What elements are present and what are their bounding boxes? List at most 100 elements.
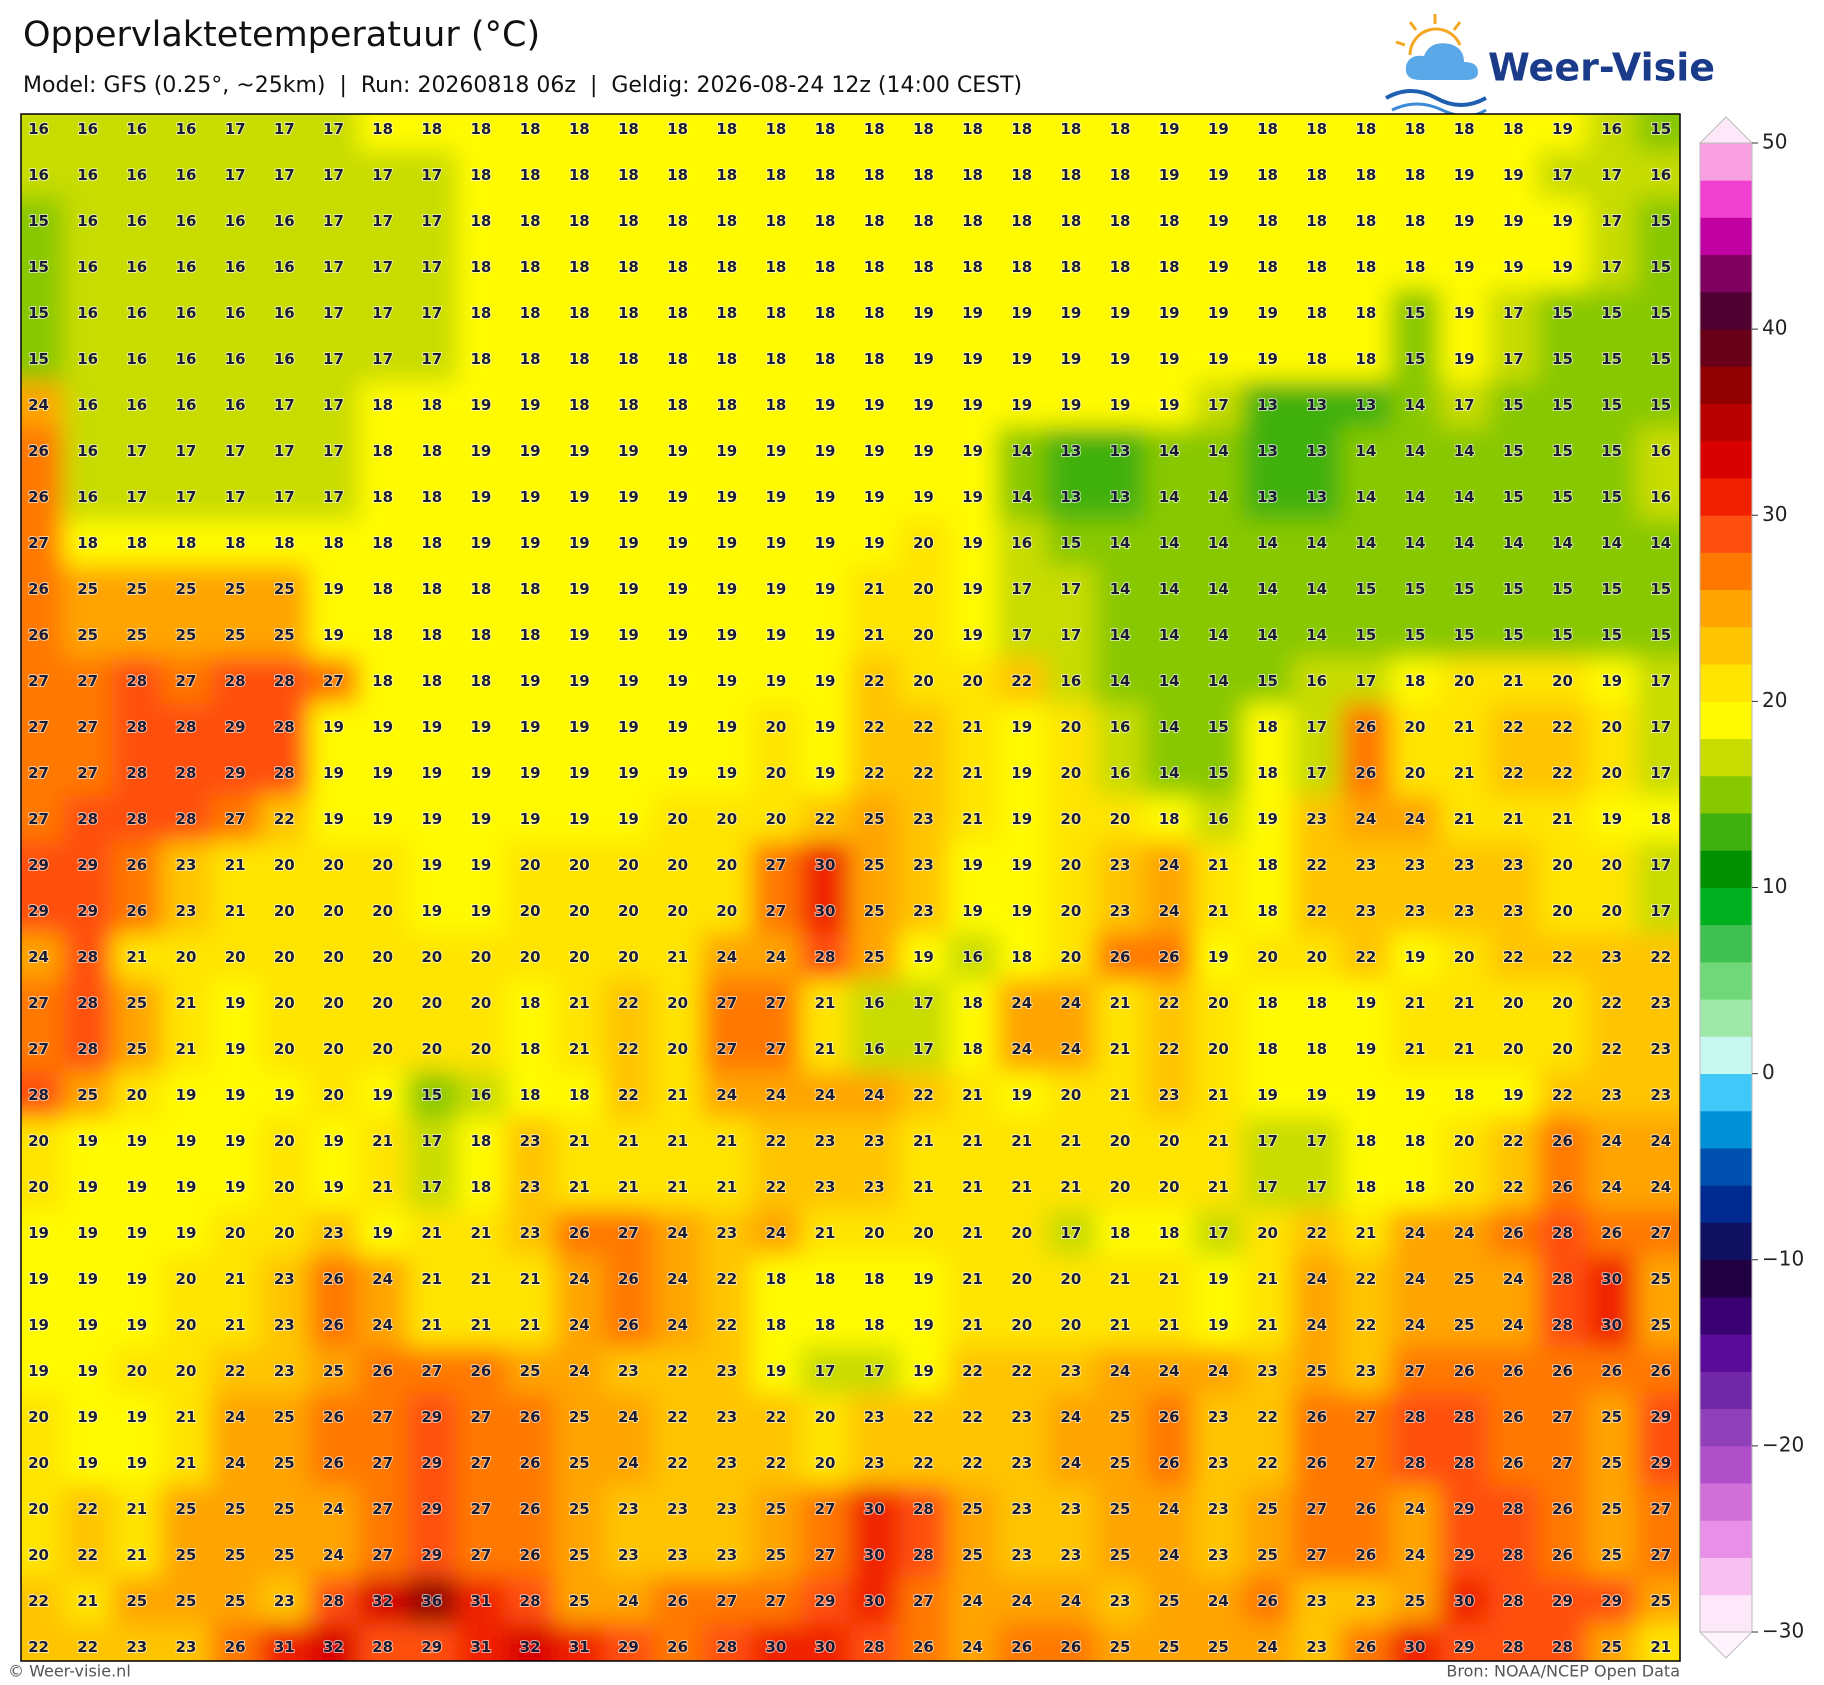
field-cell (898, 114, 949, 152)
temperature-value: 19 (274, 1086, 295, 1104)
temperature-value: 24 (765, 1224, 786, 1242)
field-cell (1587, 427, 1637, 474)
temperature-value: 17 (225, 442, 246, 460)
field-cell (1095, 1209, 1146, 1256)
temperature-value: 21 (1208, 1132, 1229, 1150)
field-cell (505, 289, 556, 336)
colorbar-band (1700, 1520, 1752, 1558)
temperature-value: 19 (962, 442, 983, 460)
field-cell (849, 795, 900, 842)
field-cells (21, 114, 1680, 1661)
temperature-value: 19 (126, 1178, 147, 1196)
temperature-value: 21 (1355, 1224, 1376, 1242)
temperature-value: 16 (962, 948, 983, 966)
field-cell (1537, 795, 1588, 842)
temperature-value: 18 (1355, 120, 1376, 138)
temperature-value: 19 (569, 626, 590, 644)
temperature-value: 18 (913, 258, 934, 276)
colorbar-tick-label: 20 (1762, 688, 1787, 712)
field-cell (1242, 1209, 1293, 1256)
field-cell (1537, 1163, 1588, 1210)
field-cell (407, 1531, 457, 1578)
field-cell (1537, 1255, 1588, 1302)
temperature-value: 19 (1552, 258, 1573, 276)
temperature-value: 22 (913, 764, 934, 782)
temperature-value: 30 (815, 902, 836, 920)
field-cell (1341, 427, 1391, 474)
colorbar-band (1700, 775, 1752, 814)
field-cell (849, 289, 900, 336)
field-cell (603, 703, 654, 750)
temperature-value: 17 (1208, 396, 1229, 414)
field-cell (308, 1163, 359, 1210)
field-cell (1537, 1439, 1588, 1486)
field-cell (456, 1301, 507, 1348)
field-cell (505, 749, 556, 796)
temperature-value: 16 (1110, 718, 1131, 736)
temperature-value: 19 (1011, 764, 1032, 782)
field-cell (63, 473, 113, 520)
temperature-value: 25 (1601, 1546, 1622, 1564)
field-cell (1242, 1485, 1293, 1532)
field-cell (456, 289, 507, 336)
temperature-value: 25 (77, 580, 98, 598)
field-cell (554, 611, 605, 658)
temperature-value: 23 (176, 1638, 197, 1656)
field-cell (63, 979, 113, 1026)
temperature-value: 26 (1503, 1362, 1524, 1380)
temperature-value: 18 (864, 1316, 885, 1334)
field-cell (63, 381, 113, 428)
temperature-value: 18 (1405, 672, 1426, 690)
temperature-value: 18 (618, 166, 639, 184)
field-cell (1193, 151, 1244, 198)
field-cell (407, 381, 457, 428)
field-cell (259, 795, 310, 842)
temperature-value: 26 (1503, 1224, 1524, 1242)
temperature-value: 27 (815, 1546, 836, 1564)
field-cell (505, 1347, 556, 1394)
temperature-value: 28 (1552, 1316, 1573, 1334)
temperature-value: 24 (1208, 1362, 1229, 1380)
temperature-value: 19 (1208, 166, 1229, 184)
field-cell (1390, 979, 1441, 1026)
temperature-value: 26 (913, 1638, 934, 1656)
field-cell (1341, 933, 1391, 980)
temperature-value: 20 (618, 902, 639, 920)
field-cell (1390, 1209, 1441, 1256)
temperature-value: 24 (815, 1086, 836, 1104)
field-cell (161, 1071, 212, 1118)
field-cell (161, 1577, 212, 1624)
temperature-value: 13 (1110, 488, 1131, 506)
temperature-value: 18 (1306, 350, 1327, 368)
field-cell (1587, 1531, 1637, 1578)
field-cell (1488, 1209, 1539, 1256)
field-cell (849, 151, 900, 198)
field-cell (63, 1485, 113, 1532)
field-cell (1144, 611, 1195, 658)
temperature-value: 24 (1060, 1408, 1081, 1426)
temperature-value: 20 (1257, 1224, 1278, 1242)
temperature-value: 21 (372, 1132, 393, 1150)
temperature-value: 16 (77, 258, 98, 276)
temperature-value: 29 (815, 1592, 836, 1610)
field-cell (63, 1347, 113, 1394)
temperature-value: 25 (864, 902, 885, 920)
field-cell (407, 1025, 457, 1072)
temperature-value: 28 (913, 1500, 934, 1518)
map-frame (20, 113, 1681, 1662)
temperature-value: 23 (864, 1178, 885, 1196)
temperature-value: 24 (372, 1316, 393, 1334)
field-cell (1242, 1531, 1293, 1578)
field-cell (554, 979, 605, 1026)
field-cell (1636, 427, 1680, 474)
temperature-value: 21 (126, 1500, 147, 1518)
temperature-value: 21 (176, 1454, 197, 1472)
field-cell (1144, 473, 1195, 520)
temperature-value: 19 (1454, 304, 1475, 322)
field-cell (1587, 1623, 1637, 1661)
temperature-value: 17 (421, 350, 442, 368)
field-cell (1095, 151, 1146, 198)
colorbar-band (1700, 552, 1752, 591)
colorbar-band (1700, 1222, 1752, 1261)
temperature-value: 27 (1552, 1408, 1573, 1426)
